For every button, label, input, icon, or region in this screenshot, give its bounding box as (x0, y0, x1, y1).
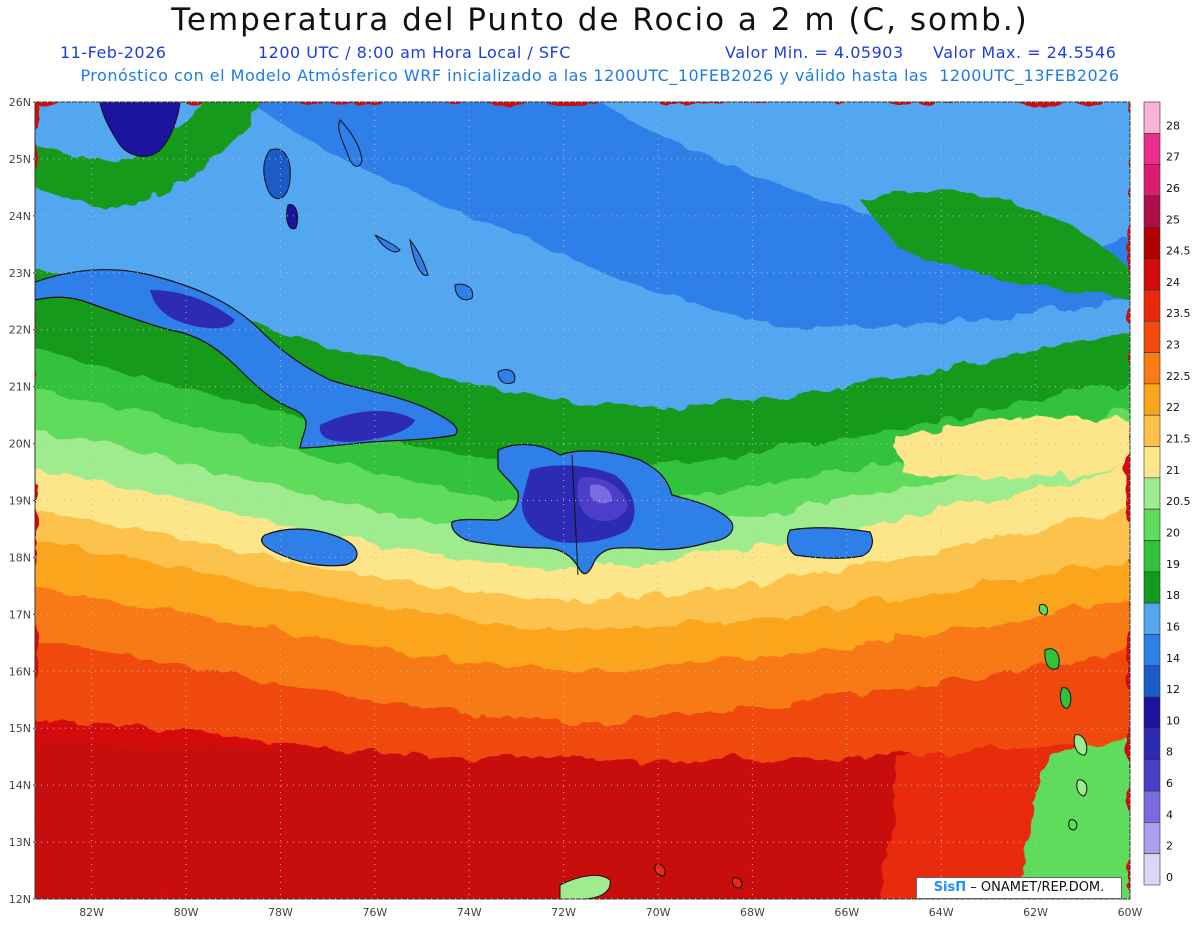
colorbar-swatch (1143, 571, 1161, 604)
colorbar-swatch (1143, 634, 1161, 667)
lon-label: 66W (834, 906, 859, 919)
lat-label: 19N (9, 495, 31, 508)
colorbar-swatch (1143, 728, 1161, 761)
colorbar-swatch (1143, 258, 1161, 291)
lon-label: 74W (457, 906, 482, 919)
colorbar-swatch (1143, 602, 1161, 635)
lat-label: 16N (9, 665, 31, 678)
lat-label: 20N (9, 438, 31, 451)
lon-label: 72W (551, 906, 576, 919)
lat-label: 26N (9, 96, 31, 109)
colorbar-label: 16 (1166, 620, 1180, 633)
colorbar-label: 24 (1166, 276, 1180, 289)
colorbar-swatch (1143, 759, 1161, 792)
colorbar-swatch (1143, 195, 1161, 228)
lat-label: 21N (9, 381, 31, 394)
landmasses (35, 102, 1088, 899)
min-value: Valor Min. = 4.05903 (725, 43, 904, 62)
colorbar-label: 19 (1166, 558, 1180, 571)
colorbar-label: 22 (1166, 401, 1180, 414)
colorbar-label: 23 (1166, 339, 1180, 352)
colorbar-label: 21 (1166, 464, 1180, 477)
colorbar-swatch (1143, 508, 1161, 541)
colorbar-swatch (1143, 133, 1161, 165)
forecast-date: 11-Feb-2026 (60, 43, 167, 62)
colorbar-swatch (1143, 477, 1161, 510)
lat-label: 15N (9, 722, 31, 735)
colorbar-swatch (1143, 665, 1161, 698)
colorbar-label: 24.5 (1166, 245, 1191, 258)
colorbar-label: 26 (1166, 182, 1180, 195)
lat-label: 24N (9, 210, 31, 223)
colorbar-swatch (1143, 540, 1161, 573)
max-value: Valor Max. = 24.5546 (933, 43, 1117, 62)
colorbar-label: 28 (1166, 119, 1180, 132)
lon-label: 80W (174, 906, 199, 919)
dewpoint-field (35, 102, 1130, 899)
colorbar-swatch (1143, 320, 1161, 353)
colorbar-label: 12 (1166, 683, 1180, 696)
colorbar-label: 6 (1166, 777, 1173, 790)
colorbar-swatch (1143, 696, 1161, 729)
lat-label: 25N (9, 153, 31, 166)
credit-box: SisΠ – ONAMET/REP.DOM. (916, 877, 1122, 899)
colorbar-label: 8 (1166, 746, 1173, 759)
colorbar-label: 18 (1166, 589, 1180, 602)
forecast-time: 1200 UTC / 8:00 am Hora Local / SFC (258, 43, 571, 62)
map-title: Temperatura del Punto de Rocio a 2 m (C,… (171, 2, 1029, 38)
lon-label: 62W (1023, 906, 1048, 919)
colorbar-label: 21.5 (1166, 433, 1191, 446)
colorbar-swatch (1143, 446, 1161, 479)
lat-label: 17N (9, 608, 31, 621)
lat-label: 12N (9, 893, 31, 906)
colorbar-label: 2 (1166, 840, 1173, 853)
lon-label: 82W (79, 906, 104, 919)
colorbar-label: 22.5 (1166, 370, 1191, 383)
lat-label: 18N (9, 551, 31, 564)
colorbar-swatch (1143, 853, 1161, 886)
colorbar-swatch (1143, 101, 1161, 134)
model-info: Pronóstico con el Modelo Atmósferico WRF… (80, 66, 1120, 85)
colorbar-label: 23.5 (1166, 307, 1191, 320)
lon-label: 68W (740, 906, 765, 919)
colorbar-label: 4 (1166, 808, 1173, 821)
lon-label: 70W (646, 906, 671, 919)
colorbar-label: 0 (1166, 871, 1173, 884)
colorbar-swatch (1143, 383, 1161, 416)
colorbar-swatch (1143, 289, 1161, 322)
colorbar-label: 25 (1166, 213, 1180, 226)
lon-label: 60W (1118, 906, 1143, 919)
colorbar: 2827262524.52423.52322.52221.52120.52019… (1143, 101, 1191, 886)
lat-label: 14N (9, 779, 31, 792)
colorbar-swatch (1143, 414, 1161, 447)
colorbar-label: 20.5 (1166, 495, 1191, 508)
lat-label: 23N (9, 267, 31, 280)
lon-label: 76W (362, 906, 387, 919)
colorbar-label: 27 (1166, 151, 1180, 164)
lat-label: 22N (9, 324, 31, 337)
colorbar-swatch (1143, 226, 1161, 259)
colorbar-label: 10 (1166, 714, 1180, 727)
lat-label: 13N (9, 836, 31, 849)
sispi-logo: SisΠ (933, 880, 967, 895)
colorbar-swatch (1143, 790, 1161, 823)
lon-label: 78W (268, 906, 293, 919)
colorbar-swatch (1143, 164, 1161, 197)
colorbar-label: 14 (1166, 652, 1180, 665)
lon-label: 64W (929, 906, 954, 919)
credit-text: – ONAMET/REP.DOM. (970, 880, 1105, 895)
colorbar-swatch (1143, 822, 1161, 854)
colorbar-swatch (1143, 352, 1161, 385)
colorbar-label: 20 (1166, 526, 1180, 539)
